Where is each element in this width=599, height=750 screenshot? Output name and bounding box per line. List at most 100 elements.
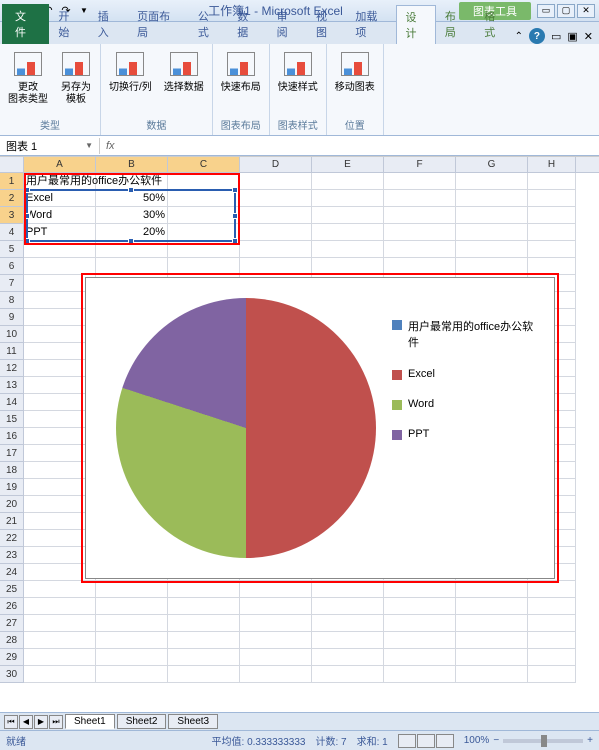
col-header[interactable]: D: [240, 157, 312, 172]
cell[interactable]: [240, 241, 312, 258]
cell[interactable]: [96, 598, 168, 615]
cell[interactable]: [24, 666, 96, 683]
cell[interactable]: [312, 615, 384, 632]
cell[interactable]: [312, 649, 384, 666]
cell[interactable]: [384, 666, 456, 683]
ribbon-button[interactable]: 移动图表: [331, 46, 379, 96]
cell[interactable]: [24, 598, 96, 615]
sheet-tab[interactable]: Sheet2: [117, 714, 167, 729]
row-header[interactable]: 28: [0, 632, 24, 649]
col-header[interactable]: B: [96, 157, 168, 172]
cell[interactable]: Excel: [24, 190, 96, 207]
cell[interactable]: [528, 173, 576, 190]
cell[interactable]: [240, 190, 312, 207]
cell[interactable]: [384, 190, 456, 207]
cell[interactable]: [96, 666, 168, 683]
cell[interactable]: [168, 666, 240, 683]
cell[interactable]: [168, 207, 240, 224]
sheet-tab[interactable]: Sheet3: [168, 714, 218, 729]
cell[interactable]: [168, 632, 240, 649]
row-header[interactable]: 24: [0, 564, 24, 581]
row-header[interactable]: 3: [0, 207, 24, 224]
view-pagebreak[interactable]: [436, 734, 454, 748]
zoom-in-icon[interactable]: +: [587, 735, 593, 746]
cell[interactable]: [528, 666, 576, 683]
cell[interactable]: [96, 173, 168, 190]
cell[interactable]: [240, 598, 312, 615]
row-header[interactable]: 17: [0, 445, 24, 462]
cell[interactable]: [96, 581, 168, 598]
view-pagelayout[interactable]: [417, 734, 435, 748]
row-header[interactable]: 25: [0, 581, 24, 598]
ribbon-button[interactable]: 快速布局: [217, 46, 265, 96]
cell[interactable]: [456, 598, 528, 615]
tab-view[interactable]: 视图: [307, 4, 346, 44]
cell[interactable]: [384, 581, 456, 598]
row-header[interactable]: 18: [0, 462, 24, 479]
row-header[interactable]: 10: [0, 326, 24, 343]
cell[interactable]: [24, 632, 96, 649]
cell[interactable]: [528, 632, 576, 649]
cell[interactable]: [24, 649, 96, 666]
cell[interactable]: [96, 632, 168, 649]
cell[interactable]: [168, 241, 240, 258]
tab-format[interactable]: 格式: [475, 4, 514, 44]
tab-data[interactable]: 数据: [228, 4, 267, 44]
cell[interactable]: [456, 173, 528, 190]
tab-layout[interactable]: 布局: [436, 4, 475, 44]
cell[interactable]: [456, 258, 528, 275]
cell[interactable]: [456, 224, 528, 241]
row-header[interactable]: 4: [0, 224, 24, 241]
row-header[interactable]: 14: [0, 394, 24, 411]
cell[interactable]: 20%: [96, 224, 168, 241]
cell[interactable]: [528, 190, 576, 207]
cell[interactable]: [312, 258, 384, 275]
cell[interactable]: [168, 581, 240, 598]
col-header[interactable]: A: [24, 157, 96, 172]
cell[interactable]: [240, 258, 312, 275]
cell[interactable]: [528, 258, 576, 275]
row-header[interactable]: 26: [0, 598, 24, 615]
tab-home[interactable]: 开始: [49, 4, 88, 44]
cell[interactable]: [168, 190, 240, 207]
doc-minimize-icon[interactable]: ▭: [551, 30, 561, 43]
zoom-level[interactable]: 100%: [464, 735, 490, 746]
row-header[interactable]: 2: [0, 190, 24, 207]
cell[interactable]: [24, 615, 96, 632]
cell[interactable]: [240, 207, 312, 224]
view-normal[interactable]: [398, 734, 416, 748]
tab-design[interactable]: 设计: [396, 5, 435, 44]
row-header[interactable]: 22: [0, 530, 24, 547]
minimize-button[interactable]: ▭: [537, 4, 555, 18]
cell[interactable]: [240, 649, 312, 666]
row-header[interactable]: 29: [0, 649, 24, 666]
cell[interactable]: 用户最常用的office办公软件: [24, 173, 96, 190]
zoom-slider[interactable]: [503, 739, 583, 743]
cell[interactable]: [456, 632, 528, 649]
cell[interactable]: [312, 632, 384, 649]
sheet-nav-next[interactable]: ▶: [34, 715, 48, 729]
col-header[interactable]: C: [168, 157, 240, 172]
cell[interactable]: [96, 258, 168, 275]
cell[interactable]: [240, 615, 312, 632]
cell[interactable]: [24, 258, 96, 275]
close-button[interactable]: ✕: [577, 4, 595, 18]
row-header[interactable]: 19: [0, 479, 24, 496]
cell[interactable]: [168, 598, 240, 615]
tab-addins[interactable]: 加载项: [346, 4, 396, 44]
row-header[interactable]: 20: [0, 496, 24, 513]
cell[interactable]: [384, 241, 456, 258]
cell[interactable]: [384, 207, 456, 224]
doc-close-icon[interactable]: ✕: [584, 30, 593, 43]
row-header[interactable]: 5: [0, 241, 24, 258]
cell[interactable]: [312, 598, 384, 615]
cell[interactable]: 30%: [96, 207, 168, 224]
col-header[interactable]: H: [528, 157, 576, 172]
row-header[interactable]: 23: [0, 547, 24, 564]
ribbon-button[interactable]: 选择数据: [160, 46, 208, 96]
cell[interactable]: [456, 666, 528, 683]
name-box[interactable]: 图表 1 ▼: [0, 138, 100, 154]
cell[interactable]: [312, 241, 384, 258]
cell[interactable]: [528, 649, 576, 666]
cell[interactable]: [528, 615, 576, 632]
